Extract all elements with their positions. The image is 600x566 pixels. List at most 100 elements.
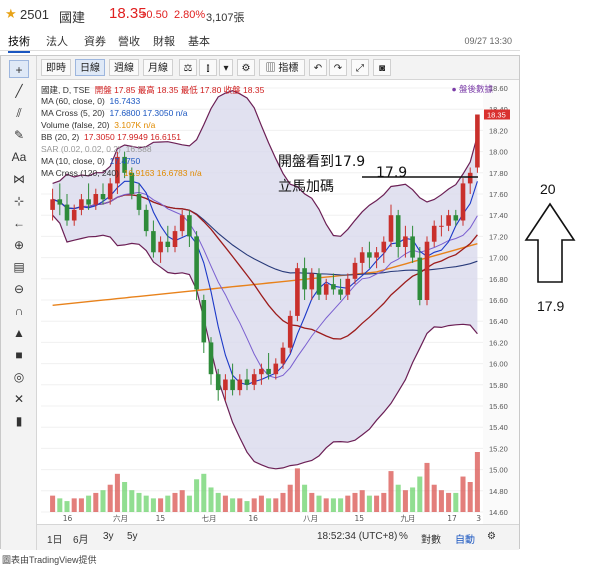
legend-macross-5-20: MA Cross (5, 20) 17.6800 17.3050 n/a	[41, 108, 188, 118]
ma-10-line	[52, 191, 478, 379]
hide-icon[interactable]: ◎	[13, 370, 25, 384]
log-scale-button[interactable]: 對數	[421, 535, 441, 546]
candle-body	[338, 289, 343, 295]
volume-bar	[294, 468, 300, 512]
brush-icon[interactable]: ✎	[13, 128, 25, 142]
interval-weekly-button[interactable]: 週線	[109, 59, 139, 76]
range-3y-button[interactable]: 3y	[103, 531, 114, 542]
candle-body	[295, 268, 300, 316]
price-axis-label: 18.60	[489, 84, 508, 93]
auto-scale-button[interactable]: 自動	[455, 535, 475, 546]
tab-fundamentals[interactable]: 基本	[188, 36, 210, 48]
price-axis-label: 17.80	[489, 169, 508, 178]
channel-icon[interactable]: ⫽	[16, 106, 22, 120]
trendline-icon[interactable]: ╱	[15, 84, 23, 98]
post-market-data-link[interactable]: ● 盤後數據	[451, 84, 494, 94]
candle-body	[201, 300, 207, 343]
volume-bar	[460, 476, 466, 512]
candle-body	[208, 342, 214, 375]
volume-bar	[266, 498, 272, 512]
time-axis-label: 3	[476, 514, 481, 523]
volume-bar	[446, 492, 452, 512]
price-axis-label: 15.40	[489, 423, 508, 432]
candlestick-chart[interactable]: 18.6018.4018.2018.0017.8017.6017.4017.20…	[37, 80, 519, 524]
price-axis-label: 15.60	[489, 402, 508, 411]
tab-financials[interactable]: 財報	[153, 36, 175, 48]
pattern-icon[interactable]: ⋈	[13, 172, 25, 186]
gear-icon[interactable]: ⚙	[237, 59, 255, 76]
lock-all-icon[interactable]: ■	[15, 348, 23, 362]
favorite-star-icon[interactable]: ★	[5, 6, 17, 21]
legend-macross1-value: 17.6800 17.3050 n/a	[109, 108, 188, 118]
candle-body	[424, 241, 430, 300]
time-axis-label: 六月	[113, 513, 128, 523]
time-axis-label: 16	[63, 514, 73, 523]
volume-bar	[129, 490, 135, 512]
legend-macross2-label: MA Cross (120, 240)	[41, 168, 119, 178]
price-axis-label: 17.00	[489, 254, 508, 263]
candle-body	[403, 236, 408, 247]
interval-daily-button[interactable]: 日線	[75, 59, 105, 76]
legend-ma60-value: 16.7433	[109, 96, 141, 106]
forecast-icon[interactable]: ⊹	[13, 194, 25, 208]
last-price-tag-label: 18.35	[487, 111, 506, 120]
volume-bar	[150, 498, 156, 512]
volume-bar	[244, 501, 250, 512]
percent-scale-button[interactable]: %	[399, 531, 408, 542]
text-tool-icon[interactable]: Aa	[11, 150, 27, 164]
zoom-out-icon[interactable]: ⊖	[13, 282, 25, 296]
volume-bar	[388, 471, 394, 512]
candle-body	[316, 273, 322, 295]
lock-icon[interactable]: ▲	[13, 326, 25, 340]
legend-sar-value: 16.588	[125, 144, 152, 154]
chevron-down-icon[interactable]: ▾	[219, 59, 233, 76]
interval-monthly-button[interactable]: 月線	[143, 59, 173, 76]
fullscreen-icon[interactable]: ⤢	[351, 59, 369, 76]
candle-body	[50, 199, 55, 210]
undo-icon[interactable]: ↶	[309, 59, 327, 76]
settings-tools-icon[interactable]: ✕	[13, 392, 25, 406]
candle-style-icon[interactable]: ⫾	[199, 59, 217, 76]
range-5y-button[interactable]: 5y	[127, 531, 138, 542]
tab-institutional[interactable]: 法人	[46, 36, 68, 48]
indicators-button[interactable]: ▥ 指標	[259, 59, 305, 76]
range-6m-button[interactable]: 6月	[73, 535, 89, 546]
trash-icon[interactable]: ▮	[15, 414, 23, 428]
volume-bar	[107, 484, 113, 512]
candle-body	[453, 215, 459, 221]
tab-margin[interactable]: 資券	[84, 36, 106, 48]
volume-bar	[143, 495, 149, 512]
redo-icon[interactable]: ↷	[329, 59, 347, 76]
price-chart[interactable]: 18.6018.4018.2018.0017.8017.6017.4017.20…	[37, 80, 519, 524]
settings-icon[interactable]: ⚙	[487, 531, 496, 542]
crosshair-icon[interactable]: +	[9, 60, 29, 78]
chart-bottom-bar: 1日 6月 3y 5y 18:52:34 (UTC+8) % 對數 自動 ⚙	[37, 524, 519, 550]
tab-technical[interactable]: 技術	[8, 33, 30, 53]
tab-revenue[interactable]: 營收	[118, 36, 140, 48]
candle-body	[151, 231, 156, 253]
candle-body	[251, 374, 257, 385]
volume-bar	[194, 479, 200, 512]
legend-bb-label: BB (20, 2)	[41, 132, 80, 142]
candle-body	[172, 231, 178, 247]
time-axis-label: 17	[447, 514, 457, 523]
candle-body	[259, 368, 264, 375]
candle-body	[237, 379, 243, 391]
measure-icon[interactable]: ▤	[13, 260, 25, 274]
candle-body	[100, 194, 106, 200]
candle-body	[194, 236, 199, 290]
interval-intraday-button[interactable]: 即時	[41, 59, 71, 76]
magnet-icon[interactable]: ∩	[14, 304, 24, 318]
zoom-in-icon[interactable]: ⊕	[13, 238, 25, 252]
range-1d-button[interactable]: 1日	[47, 535, 63, 546]
chart-toolbar: 即時 日線 週線 月線 ⚖ ⫾ ▾ ⚙ ▥ 指標 ↶ ↷ ⤢ ◙	[37, 56, 519, 80]
candle-body	[223, 379, 228, 391]
candle-body	[79, 199, 84, 210]
section-tabs: 技術 法人 資券 營收 財報 基本	[0, 31, 520, 53]
compare-icon[interactable]: ⚖	[179, 59, 197, 76]
legend-sar: SAR (0.02, 0.02, 0.2) 16.588	[41, 144, 152, 154]
volume-bar	[86, 495, 92, 512]
candle-body	[460, 183, 466, 221]
arrow-icon[interactable]: ←	[13, 216, 25, 230]
camera-icon[interactable]: ◙	[373, 59, 391, 76]
